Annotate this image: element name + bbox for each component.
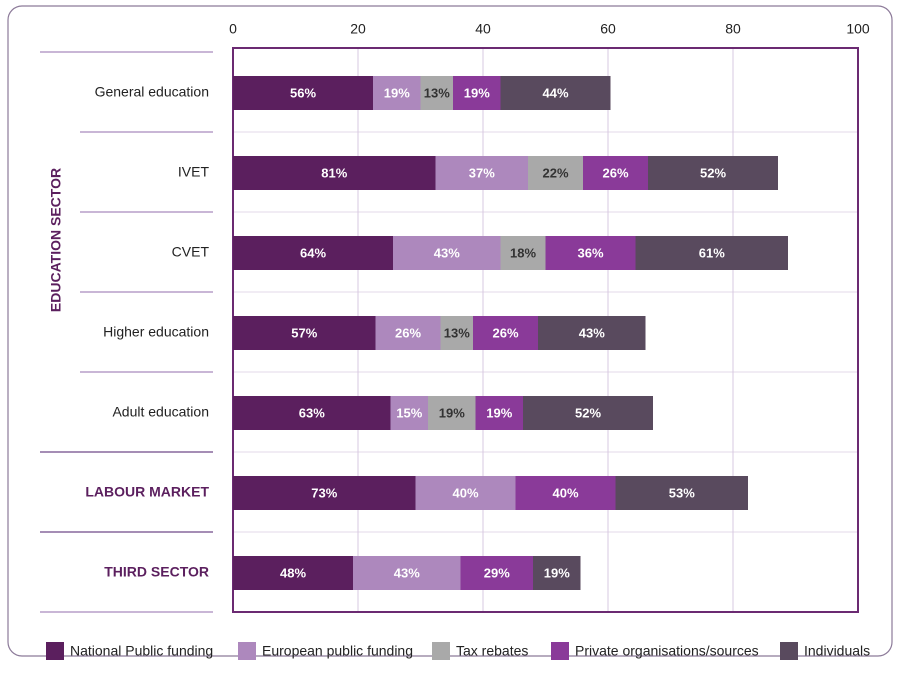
y-tick-label: General education (95, 84, 209, 100)
x-tick-label: 40 (475, 21, 491, 37)
data-label: 22% (542, 165, 568, 180)
bar-segment (635, 236, 788, 270)
data-label: 43% (394, 565, 420, 580)
bar-segment (515, 476, 616, 510)
legend-label: European public funding (262, 643, 413, 659)
x-tick-label: 60 (600, 21, 616, 37)
data-label: 56% (290, 85, 316, 100)
data-label: 48% (280, 565, 306, 580)
x-tick-label: 0 (229, 21, 237, 37)
y-tick-label: CVET (172, 244, 210, 260)
bar-segment (473, 316, 538, 350)
bar-segment (435, 156, 528, 190)
data-label: 26% (492, 325, 518, 340)
data-label: 19% (544, 565, 570, 580)
data-label: 57% (291, 325, 317, 340)
bar-segment (233, 76, 373, 110)
data-label: 43% (579, 325, 605, 340)
bar-segment (440, 316, 473, 350)
bar-segment (533, 556, 581, 590)
bar-segment (453, 76, 501, 110)
data-label: 61% (699, 245, 725, 260)
data-label: 81% (321, 165, 347, 180)
bar-segment (233, 556, 353, 590)
y-tick-label: Adult education (112, 404, 209, 420)
legend-swatch (238, 642, 256, 660)
legend-label: Private organisations/sources (575, 643, 759, 659)
data-label: 19% (464, 85, 490, 100)
data-label: 44% (542, 85, 568, 100)
bar-segment (475, 396, 523, 430)
bar-segment (373, 76, 421, 110)
data-label: 52% (575, 405, 601, 420)
bar-segment (415, 476, 516, 510)
group-label: EDUCATION SECTOR (48, 168, 64, 312)
bar-segment (538, 316, 646, 350)
bar-segment (500, 236, 546, 270)
bar-segment (233, 396, 391, 430)
bar-segment (353, 556, 461, 590)
legend-swatch (432, 642, 450, 660)
bar-segment (233, 156, 436, 190)
data-label: 26% (395, 325, 421, 340)
bar-segment (545, 236, 636, 270)
x-tick-label: 100 (846, 21, 870, 37)
bar-segment (233, 476, 416, 510)
data-label: 13% (424, 85, 450, 100)
legend-swatch (551, 642, 569, 660)
bar-segment (615, 476, 748, 510)
data-label: 18% (510, 245, 536, 260)
data-label: 40% (552, 485, 578, 500)
bar-segment (420, 76, 453, 110)
bar-segment (583, 156, 648, 190)
legend-label: Individuals (804, 643, 870, 659)
data-label: 19% (486, 405, 512, 420)
data-label: 19% (439, 405, 465, 420)
y-tick-label: THIRD SECTOR (104, 564, 209, 580)
data-label: 26% (602, 165, 628, 180)
bar-segment (528, 156, 583, 190)
data-label: 53% (669, 485, 695, 500)
data-label: 52% (700, 165, 726, 180)
data-label: 13% (444, 325, 470, 340)
row-separators (40, 51, 213, 613)
bar-segment (375, 316, 441, 350)
x-tick-label: 80 (725, 21, 741, 37)
bar-segment (428, 396, 476, 430)
bar-segment (390, 396, 428, 430)
legend-swatch (46, 642, 64, 660)
data-label: 29% (484, 565, 510, 580)
bar-segment (500, 76, 611, 110)
data-label: 36% (577, 245, 603, 260)
data-label: 73% (311, 485, 337, 500)
data-label: 43% (434, 245, 460, 260)
y-tick-label: LABOUR MARKET (85, 484, 209, 500)
y-tick-label: Higher education (103, 324, 209, 340)
x-tick-label: 20 (350, 21, 366, 37)
data-label: 19% (384, 85, 410, 100)
bar-segment (233, 236, 393, 270)
y-tick-label: IVET (178, 164, 210, 180)
data-label: 64% (300, 245, 326, 260)
data-label: 63% (299, 405, 325, 420)
legend-swatch (780, 642, 798, 660)
bar-segment (393, 236, 501, 270)
legend-label: Tax rebates (456, 643, 528, 659)
bar-segment (523, 396, 653, 430)
data-label: 37% (469, 165, 495, 180)
legend-label: National Public funding (70, 643, 213, 659)
bar-segment (233, 316, 376, 350)
bar-segment (460, 556, 533, 590)
bar-segment (648, 156, 778, 190)
data-label: 40% (452, 485, 478, 500)
data-label: 15% (396, 405, 422, 420)
